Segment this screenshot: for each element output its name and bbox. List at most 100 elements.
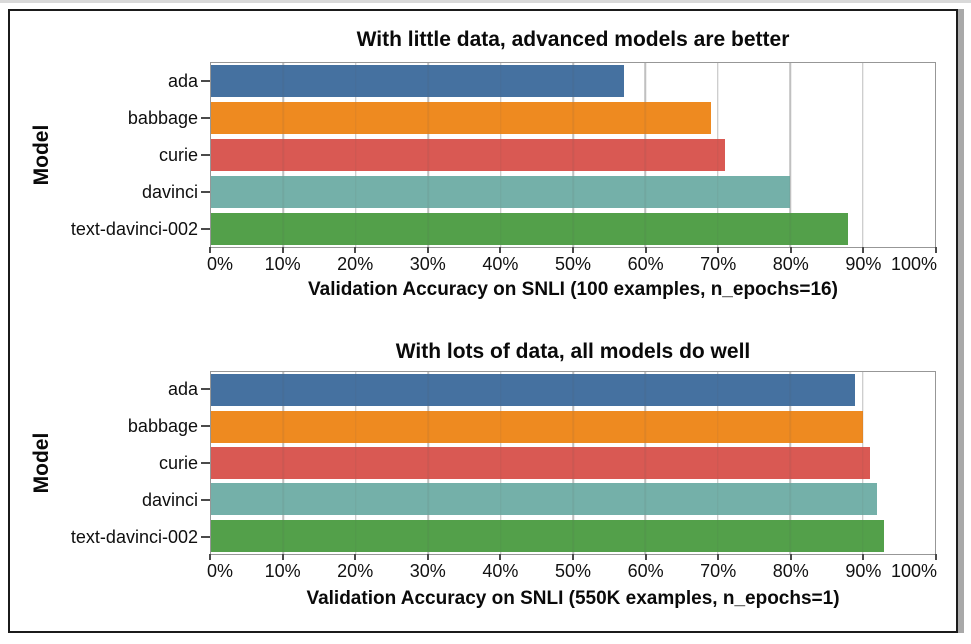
y-tick [201, 535, 210, 538]
x-tick-label: 100% [890, 561, 938, 581]
plot-area [210, 371, 936, 555]
x-tick [862, 247, 865, 253]
x-tick-label: 40% [482, 254, 519, 274]
x-axis-ticks: 0% 10% 20% 30% 40% 50% 60% 70% 80% 90% 100% [206, 554, 938, 586]
x-tick [935, 247, 937, 253]
category-label: babbage [127, 416, 198, 437]
y-tick [201, 154, 210, 156]
gridline [789, 63, 791, 247]
x-tick-label: 0% [206, 561, 234, 581]
x-tick-label: 30% [409, 561, 446, 581]
y-category-row: ada [24, 371, 210, 408]
x-tick [862, 554, 865, 560]
gridline-overlay [427, 63, 429, 247]
bar-text-davinci-002 [211, 212, 849, 245]
x-tick [209, 247, 211, 253]
bar-davinci [211, 483, 878, 516]
gridline-overlay [427, 372, 429, 554]
y-category-row: babbage [24, 408, 210, 445]
gridline-overlay [572, 63, 574, 247]
gridline-overlay [499, 63, 502, 247]
x-tick-label: 20% [337, 254, 374, 274]
x-tick-label: 80% [772, 561, 809, 581]
x-tick [426, 247, 429, 253]
bar-text-davinci-002 [211, 519, 885, 552]
x-tick [281, 247, 284, 253]
gridline-overlay [499, 372, 502, 554]
x-tick [209, 554, 211, 560]
x-tick-label: 60% [627, 254, 664, 274]
x-tick [572, 554, 574, 560]
x-tick [354, 247, 357, 253]
x-axis-ticks: 0% 10% 20% 30% 40% 50% 60% 70% 80% 90% 100% [206, 247, 938, 279]
y-category-labels: ada babbage curie davinci text-davinci-002 [24, 62, 210, 248]
category-label: davinci [141, 182, 198, 203]
bar-curie [211, 447, 870, 479]
x-tick-label: 50% [554, 561, 592, 581]
y-category-row: davinci [24, 481, 210, 518]
x-tick-label: 20% [337, 561, 374, 581]
gridline-overlay [355, 372, 357, 554]
y-category-row: ada [24, 62, 210, 99]
x-tick [354, 554, 357, 560]
x-tick-label: 70% [700, 561, 737, 581]
x-tick-label: 100% [890, 254, 938, 274]
x-tick-label: 50% [554, 254, 592, 274]
x-tick-label: 60% [627, 561, 664, 581]
gridline-overlay [355, 63, 357, 247]
y-tick [201, 191, 210, 194]
x-tick [426, 554, 429, 560]
category-label: babbage [127, 107, 198, 128]
x-tick [644, 554, 647, 560]
category-label: curie [158, 145, 198, 165]
x-tick [281, 554, 284, 560]
y-category-row: text-davinci-002 [24, 211, 210, 248]
gridline-overlay [717, 63, 719, 247]
x-tick [717, 247, 720, 253]
bar-curie [211, 139, 726, 171]
x-tick [789, 554, 792, 560]
x-tick-label: 40% [482, 561, 519, 581]
x-tick [717, 554, 720, 560]
gridline-overlay [644, 372, 647, 554]
y-category-row: curie [24, 445, 210, 482]
x-tick-label: 0% [206, 254, 234, 274]
x-tick-label: 90% [845, 254, 882, 274]
y-category-row: text-davinci-002 [24, 518, 210, 555]
y-category-row: curie [24, 136, 210, 173]
x-tick [644, 247, 647, 253]
x-axis-label: Validation Accuracy on SNLI (550K exampl… [306, 588, 840, 609]
x-tick [935, 554, 937, 560]
gridline-overlay [282, 63, 285, 247]
x-tick-label: 90% [845, 561, 882, 581]
category-label: ada [167, 379, 198, 400]
y-tick [201, 461, 210, 464]
plot-area [210, 62, 936, 248]
x-axis-label: Validation Accuracy on SNLI (100 example… [308, 279, 838, 300]
category-label: davinci [141, 489, 198, 510]
y-tick [201, 498, 210, 501]
y-category-row: davinci [24, 174, 210, 211]
category-label: curie [158, 452, 198, 473]
gridline-overlay [717, 372, 719, 554]
gridline-overlay [572, 372, 574, 554]
gridline-overlay [861, 372, 864, 554]
bar-ada [211, 65, 624, 98]
gridline [861, 63, 864, 247]
x-tick [572, 247, 574, 253]
bar-babbage [211, 410, 863, 443]
category-label: ada [167, 70, 198, 91]
y-category-labels: ada babbage curie davinci text-davinci-002 [24, 371, 210, 555]
y-tick [201, 388, 210, 391]
x-tick-label: 30% [409, 254, 446, 274]
chart-title: With little data, advanced models are be… [356, 28, 790, 51]
gridline-overlay [861, 63, 864, 247]
gridline-overlay [282, 372, 285, 554]
gridline-overlay [644, 63, 647, 247]
page-edge [0, 0, 971, 3]
y-tick [201, 228, 210, 231]
x-tick-label: 10% [264, 254, 301, 274]
x-tick [499, 247, 502, 253]
y-tick [201, 425, 210, 428]
